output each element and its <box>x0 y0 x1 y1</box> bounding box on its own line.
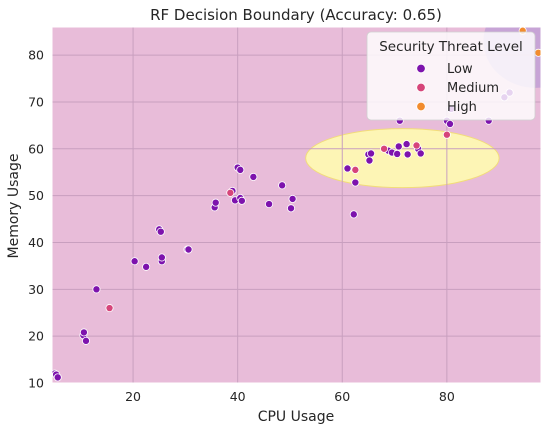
y-tick-label: 20 <box>28 329 44 344</box>
point-medium <box>226 188 235 197</box>
legend: Security Threat Level Low Medium High <box>366 31 536 121</box>
point-low <box>394 142 403 151</box>
point-low <box>142 262 151 271</box>
point-low <box>365 156 374 165</box>
point-medium <box>442 130 451 139</box>
legend-label-low: Low <box>447 62 473 77</box>
point-low <box>265 200 274 209</box>
point-medium <box>351 165 360 174</box>
point-medium <box>380 144 389 153</box>
point-low <box>349 210 358 219</box>
point-low <box>236 165 245 174</box>
region-medium <box>305 128 500 189</box>
point-low <box>92 285 101 294</box>
point-low <box>343 164 352 173</box>
point-low <box>287 204 296 213</box>
point-low <box>288 194 297 203</box>
legend-marker-low <box>416 63 426 74</box>
y-axis-label: Memory Usage <box>6 153 22 258</box>
legend-label-medium: Medium <box>447 81 499 96</box>
point-low <box>79 328 88 337</box>
x-tick-label: 40 <box>230 389 246 404</box>
point-low <box>402 140 411 149</box>
point-low <box>249 172 258 181</box>
point-low <box>416 149 425 158</box>
point-low <box>367 149 376 158</box>
legend-title: Security Threat Level <box>379 39 523 55</box>
x-axis-label: CPU Usage <box>258 409 335 425</box>
y-tick-label: 30 <box>28 282 44 297</box>
y-tick-label: 50 <box>28 188 44 203</box>
y-tick-label: 70 <box>28 94 44 109</box>
y-tick-label: 60 <box>28 141 44 156</box>
data-points <box>52 27 541 382</box>
point-medium <box>105 304 114 313</box>
point-low <box>403 150 412 159</box>
axis-ticks: 20 40 60 80 10 20 30 40 50 60 70 80 <box>28 48 455 404</box>
point-low <box>130 257 139 266</box>
point-low <box>53 373 62 382</box>
legend-marker-medium <box>416 82 426 93</box>
point-low <box>351 178 360 187</box>
point-low <box>393 149 402 158</box>
point-low <box>211 198 220 207</box>
plot-frame <box>51 26 542 384</box>
legend-box <box>366 31 536 121</box>
y-tick-label: 80 <box>28 48 44 63</box>
x-tick-label: 20 <box>125 389 141 404</box>
x-tick-label: 80 <box>439 389 455 404</box>
point-low <box>81 336 90 345</box>
legend-label-high: High <box>447 100 477 115</box>
x-tick-label: 60 <box>334 389 350 404</box>
point-low <box>157 253 166 262</box>
y-tick-label: 10 <box>28 376 44 391</box>
point-medium <box>412 141 421 150</box>
legend-marker-high <box>416 101 426 112</box>
point-low <box>445 119 454 128</box>
point-low <box>184 245 193 254</box>
y-tick-label: 40 <box>28 235 44 250</box>
point-low <box>237 196 246 205</box>
point-low <box>278 181 287 190</box>
chart-title: RF Decision Boundary (Accuracy: 0.65) <box>150 6 442 24</box>
point-low <box>156 227 165 236</box>
